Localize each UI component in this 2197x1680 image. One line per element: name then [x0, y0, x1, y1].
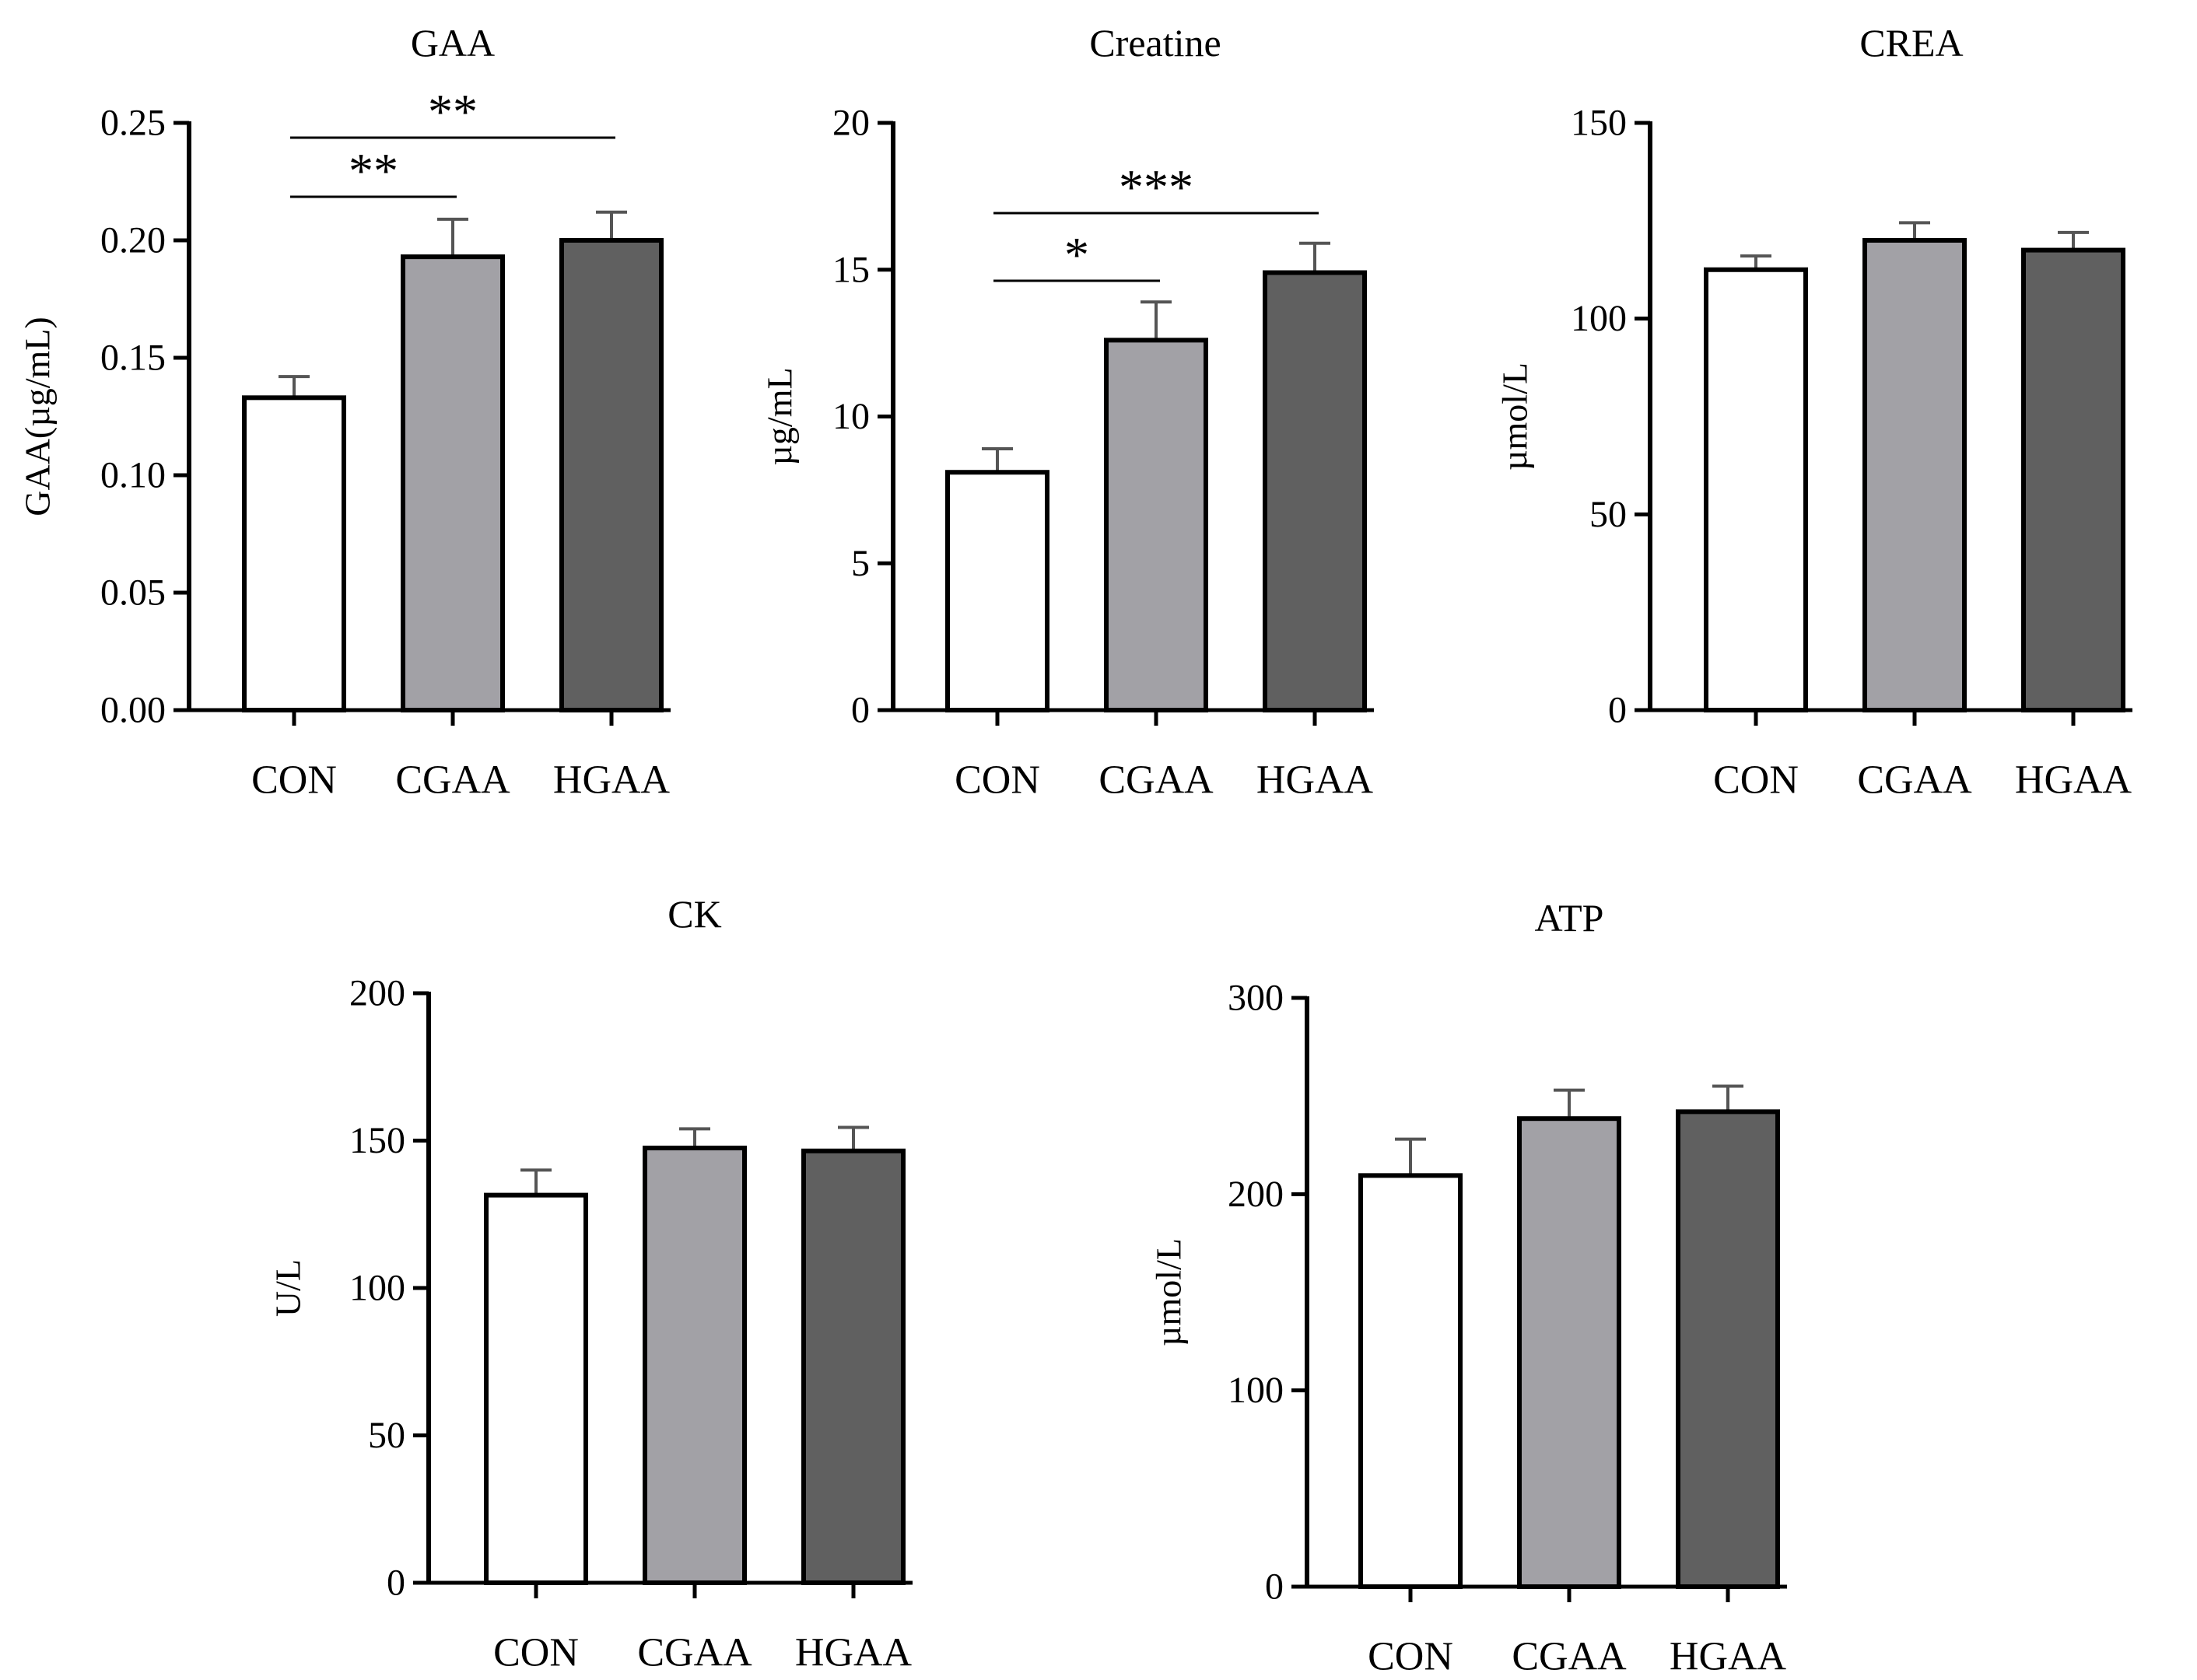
chart-panel-gaa: GAA GAA(µg/mL) 0.00 0.05 0.10 0.15 0.20 0.25 CON…	[18, 21, 671, 803]
chart-panel-ck: CK U/L 0 50 100 150 200 CON CGAA HGAA	[268, 892, 913, 1675]
y-tick-label: 200	[349, 973, 405, 1014]
bar-cgaa	[1517, 1116, 1621, 1590]
x-category-label: HGAA	[1256, 758, 1374, 803]
x-category-label: CON	[493, 1631, 579, 1675]
y-tick-label: 0.15	[100, 338, 166, 379]
x-category-label: HGAA	[795, 1631, 913, 1675]
y-tick-label: 0.05	[100, 572, 166, 614]
chart-title: CK	[668, 892, 721, 936]
bar-hgaa	[2021, 247, 2125, 713]
bar-cgaa	[1862, 238, 1967, 712]
x-category-label: CON	[1713, 758, 1799, 803]
x-category-label: CON	[1368, 1635, 1453, 1677]
x-category-label: CGAA	[1098, 758, 1214, 803]
y-tick-label: 200	[1228, 1174, 1284, 1215]
y-axis-label: U/L	[268, 1259, 308, 1317]
y-tick-label: 300	[1228, 978, 1284, 1019]
x-category-label: CON	[955, 758, 1040, 803]
x-category-label: CON	[251, 758, 337, 803]
bar-con	[1704, 267, 1808, 712]
y-tick-label: 100	[1228, 1370, 1284, 1411]
significance-stars: *	[1064, 227, 1089, 282]
bar-hgaa	[1676, 1109, 1780, 1590]
y-tick-label: 100	[1571, 298, 1627, 339]
significance-stars: ***	[1119, 159, 1193, 215]
significance-stars: **	[428, 84, 478, 139]
x-category-label: HGAA	[2015, 758, 2132, 803]
chart-title: GAA	[411, 21, 495, 65]
bar-cgaa	[1104, 338, 1208, 712]
x-category-label: CGAA	[637, 1631, 752, 1675]
y-tick-label: 0	[1608, 690, 1627, 731]
y-tick-label: 150	[1571, 103, 1627, 144]
chart-panel-atp: ATP µmol/L 0 100 200 300 CON CGAA HGAA	[1149, 896, 1787, 1679]
bar-con	[484, 1192, 588, 1585]
x-category-label: CGAA	[1857, 758, 1972, 803]
x-category-label: CGAA	[1512, 1635, 1627, 1677]
y-tick-label: 0.25	[100, 103, 166, 144]
y-tick-label: 0.20	[100, 220, 166, 261]
y-tick-label: 150	[349, 1120, 405, 1161]
x-category-label: CGAA	[395, 758, 510, 803]
y-tick-label: 10	[832, 396, 870, 437]
x-category-label: HGAA	[553, 758, 671, 803]
bar-cgaa	[643, 1145, 747, 1585]
bar-con	[1358, 1173, 1463, 1589]
y-tick-label: 0	[387, 1563, 405, 1604]
bar-hgaa	[559, 238, 664, 712]
y-tick-label: 15	[832, 249, 870, 290]
bar-con	[945, 470, 1049, 712]
bar-cgaa	[401, 254, 505, 712]
y-tick-label: 0.10	[100, 455, 166, 496]
significance-stars: **	[349, 143, 398, 198]
y-tick-label: 100	[349, 1268, 405, 1309]
chart-title: CREA	[1859, 21, 1963, 65]
y-tick-label: 50	[1589, 494, 1627, 535]
x-category-label: HGAA	[1670, 1635, 1787, 1677]
y-tick-label: 5	[851, 543, 870, 584]
y-tick-label: 0.00	[100, 690, 166, 731]
chart-panel-crea: CREA µmol/L 0 50 100 150 CON CGAA HGAA	[1495, 21, 2132, 803]
chart-title: Creatine	[1089, 21, 1221, 65]
bar-hgaa	[1263, 270, 1367, 712]
bar-con	[242, 395, 346, 712]
y-axis-label: GAA(µg/mL)	[18, 317, 58, 516]
y-tick-label: 0	[851, 690, 870, 731]
y-axis-label: µg/mL	[760, 367, 800, 465]
y-axis-label: µmol/L	[1495, 362, 1535, 471]
y-axis-label: µmol/L	[1149, 1238, 1189, 1346]
chart-title: ATP	[1535, 896, 1604, 940]
y-tick-label: 0	[1265, 1566, 1284, 1608]
y-tick-label: 20	[832, 103, 870, 144]
bar-hgaa	[801, 1148, 906, 1585]
y-tick-label: 50	[368, 1415, 405, 1456]
